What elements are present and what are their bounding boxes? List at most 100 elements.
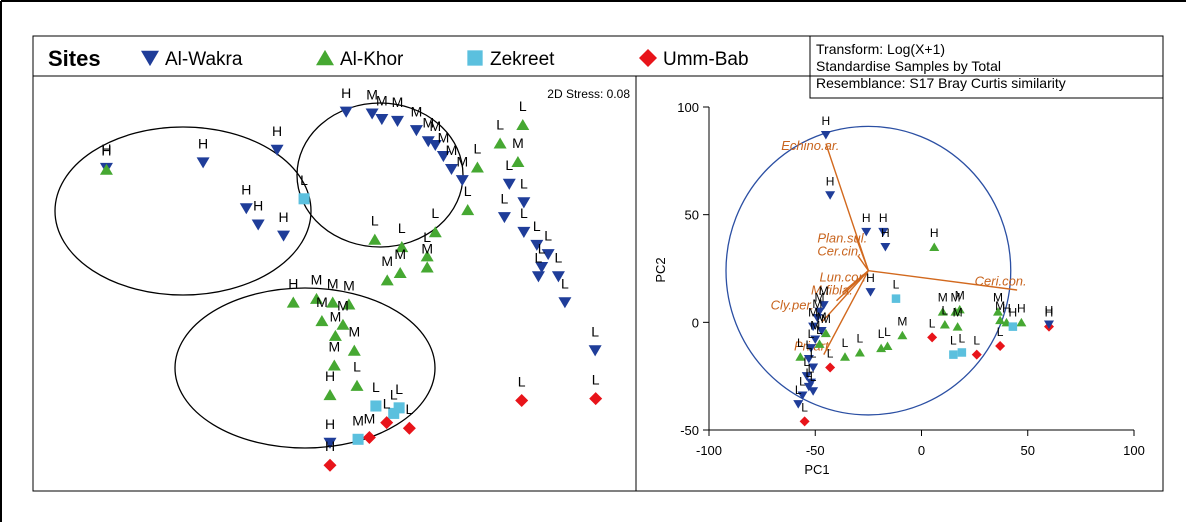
point-marker: [588, 345, 602, 357]
vector-label: Cer.cin.: [817, 244, 861, 259]
data-point: H: [323, 416, 337, 449]
data-point: M: [455, 153, 469, 187]
point-label: L: [797, 336, 804, 350]
point-marker: [808, 387, 819, 396]
data-point: L: [971, 334, 982, 360]
point-marker: [196, 157, 210, 169]
data-point: H: [1016, 301, 1027, 327]
data-point: L: [799, 400, 810, 427]
x-tick-label: 0: [918, 443, 925, 458]
x-tick-label: -100: [696, 443, 722, 458]
data-point: M: [365, 87, 379, 120]
point-marker: [954, 304, 965, 314]
point-marker: [375, 114, 389, 126]
data-point: L: [517, 176, 531, 209]
point-label: L: [474, 140, 482, 156]
point-label: H: [930, 226, 939, 240]
point-label: L: [561, 275, 569, 291]
point-marker: [937, 307, 948, 316]
point-marker: [818, 301, 829, 310]
point-marker: [502, 178, 516, 190]
data-point: L: [517, 205, 531, 238]
data-point: L: [840, 336, 850, 361]
point-marker: [350, 379, 364, 391]
point-label: M: [381, 253, 393, 269]
point-label: M: [819, 284, 829, 298]
point-label: L: [810, 347, 817, 361]
data-point: H: [865, 271, 876, 297]
point-label: M: [352, 412, 364, 428]
loading-vector: [825, 143, 870, 271]
point-label: H: [272, 123, 282, 139]
point-marker: [878, 227, 889, 237]
point-label: M: [330, 309, 342, 325]
point-label: L: [353, 359, 361, 375]
point-marker: [470, 161, 484, 173]
pca-vectors: Echino.ar. Plan.sul.Cer.cin. Ceri.con. Lun.…: [771, 138, 1027, 355]
data-point: L: [876, 327, 887, 353]
point-marker: [810, 335, 821, 345]
data-point: L: [530, 218, 544, 251]
point-label: L: [520, 176, 528, 192]
data-point: L: [808, 370, 819, 396]
point-label: L: [816, 323, 823, 337]
point-label: L: [942, 303, 949, 317]
point-label: H: [826, 174, 835, 188]
al-khor-legend-marker: [316, 49, 334, 66]
point-marker: [370, 400, 382, 412]
point-label: M: [366, 87, 378, 103]
data-point: L: [957, 331, 967, 357]
point-marker: [950, 307, 961, 316]
point-marker: [402, 421, 416, 435]
point-marker: [854, 347, 865, 357]
data-point: M: [995, 299, 1006, 325]
data-point: M: [897, 314, 908, 340]
point-label: M: [394, 246, 406, 262]
point-marker: [820, 328, 831, 338]
data-point: H: [825, 174, 836, 200]
point-marker: [891, 294, 901, 303]
point-label: L: [803, 355, 810, 369]
vector-line: [868, 269, 1018, 291]
data-point: L: [368, 213, 382, 245]
data-point: M: [816, 310, 827, 336]
point-label: H: [341, 85, 351, 101]
data-point: L: [995, 325, 1006, 352]
point-label: L: [857, 331, 864, 345]
point-marker: [327, 359, 341, 371]
info-line-1: Transform: Log(X+1): [816, 41, 945, 57]
data-point: L: [588, 324, 602, 357]
vector-line: [825, 143, 870, 271]
data-point: L: [803, 366, 814, 392]
point-label: L: [878, 327, 885, 341]
point-marker: [511, 155, 525, 167]
point-label: H: [881, 226, 890, 240]
point-label: M: [343, 277, 355, 293]
data-point: H: [339, 85, 353, 118]
point-label: H: [101, 143, 111, 159]
data-point: M: [810, 319, 821, 345]
point-label: M: [421, 240, 433, 256]
y-tick-label: 0: [692, 315, 699, 330]
point-label: H: [1045, 303, 1054, 317]
pca-axes: -100 -50 0 50 100 -50 0 50 100: [677, 100, 1145, 458]
point-label: H: [288, 275, 298, 291]
vector-label: Echino.ar.: [781, 138, 839, 153]
info-box: [809, 35, 1164, 99]
data-point: H: [820, 114, 831, 140]
vector-line: [823, 270, 869, 355]
data-point: H: [323, 438, 337, 472]
point-label: M: [392, 94, 404, 110]
point-label: L: [395, 381, 403, 397]
point-marker: [803, 382, 814, 392]
data-point: H: [878, 211, 889, 237]
point-marker: [339, 106, 353, 118]
point-label: L: [505, 157, 513, 173]
point-label: L: [799, 375, 806, 389]
point-marker: [816, 326, 827, 336]
point-marker: [336, 318, 350, 330]
data-point: L: [949, 334, 958, 359]
point-label: H: [325, 416, 335, 432]
point-label: L: [795, 383, 802, 397]
